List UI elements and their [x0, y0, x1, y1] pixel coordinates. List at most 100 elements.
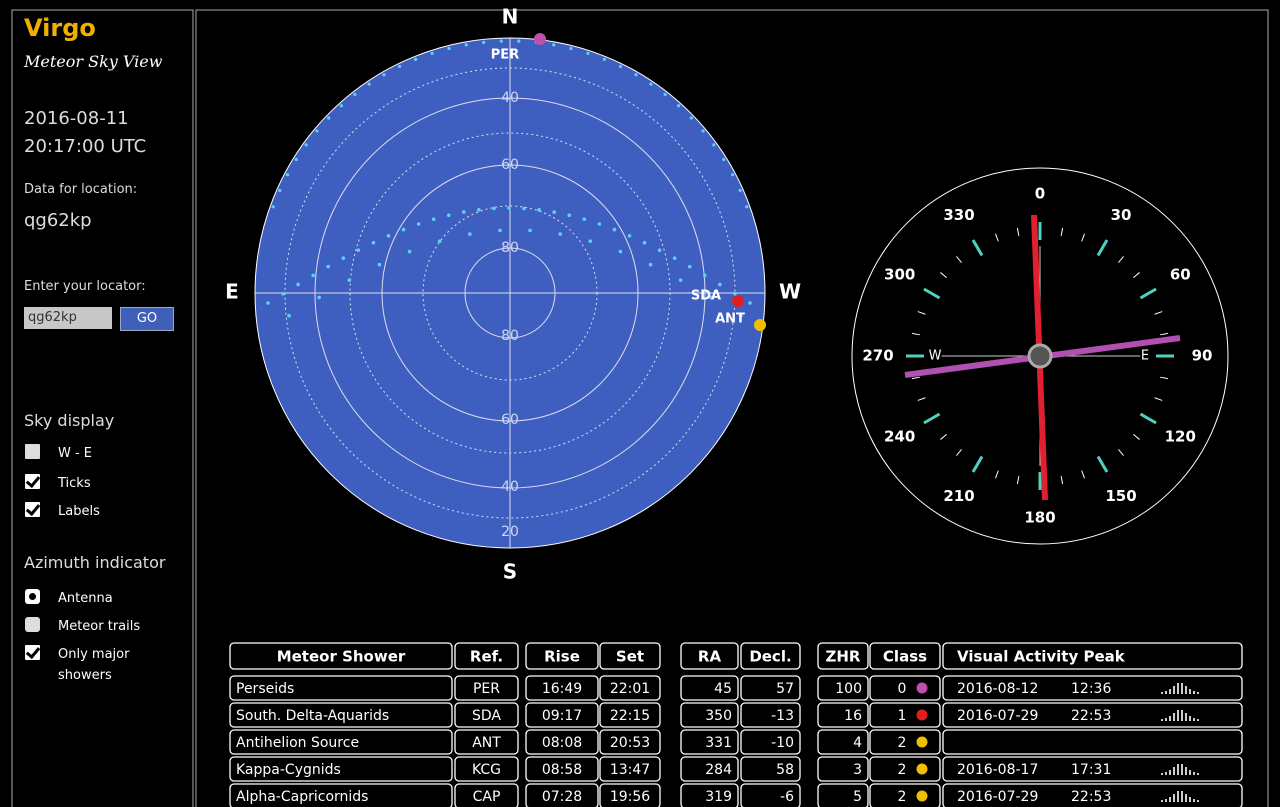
- table-cell: [680, 729, 739, 755]
- table-cell: [454, 729, 519, 755]
- table-cell: [454, 783, 519, 807]
- table-header: Visual Activity Peak: [957, 648, 1126, 666]
- altitude-label: 60: [501, 157, 519, 173]
- rim-dot: [618, 64, 623, 69]
- table-cell: [599, 675, 661, 701]
- shower-label: ANT: [715, 312, 745, 327]
- table-cell: [229, 702, 453, 728]
- checkbox[interactable]: [25, 500, 41, 517]
- table-cell: [525, 642, 599, 670]
- table-cell: [454, 756, 519, 782]
- rim-dot: [712, 143, 716, 147]
- table-header: Rise: [544, 648, 580, 666]
- radiant-dot: [266, 301, 270, 305]
- table-cell: [599, 702, 661, 728]
- checkbox[interactable]: [25, 643, 41, 660]
- option-label: Antenna: [58, 591, 113, 606]
- sky-display-heading: Sky display: [24, 411, 115, 430]
- compass-minor-tick: [911, 332, 920, 336]
- activity-bar: [1173, 794, 1175, 802]
- rim-dot: [397, 64, 402, 69]
- bearing-label: 30: [1111, 206, 1132, 224]
- table-cell: [942, 756, 1243, 782]
- compass-minor-tick: [1154, 311, 1163, 315]
- radiant-dot: [537, 208, 541, 212]
- class-dot: [916, 709, 928, 721]
- checkbox[interactable]: [25, 472, 41, 489]
- compass-minor-tick: [940, 272, 947, 278]
- table-cell-text: -13: [771, 708, 794, 724]
- peak-time: 22:53: [1071, 708, 1111, 724]
- compass-minor-tick: [995, 233, 999, 242]
- table-cell: [869, 756, 941, 782]
- radio-button[interactable]: [25, 589, 40, 604]
- radiant-dot: [507, 206, 511, 210]
- table-cell: [680, 675, 739, 701]
- check-mark: [25, 500, 41, 517]
- radiant-dot: [386, 234, 391, 238]
- rim-dot: [722, 157, 726, 162]
- table-cell: [454, 702, 519, 728]
- locator-input[interactable]: qg62kp: [24, 307, 112, 329]
- table-cell-text: 0: [898, 681, 907, 697]
- table-cell: [817, 783, 869, 807]
- go-button[interactable]: GO: [120, 307, 174, 331]
- activity-bar: [1177, 791, 1179, 802]
- activity-bar: [1177, 764, 1179, 775]
- option-label: Ticks: [58, 476, 91, 491]
- activity-bar: [1165, 799, 1167, 802]
- compass-ring: [851, 167, 1229, 545]
- radiant-dot: [498, 228, 502, 233]
- rim-dot: [602, 57, 607, 61]
- rim-dot: [367, 82, 371, 86]
- radio-button[interactable]: [25, 617, 40, 632]
- table-cell-text: 08:08: [542, 735, 582, 751]
- table-cell-text: 2: [898, 789, 907, 805]
- radiant-dot: [446, 213, 451, 218]
- activity-bar: [1181, 683, 1183, 694]
- rim-dot: [327, 116, 331, 120]
- compass-major-tick: [971, 239, 984, 257]
- activity-bar: [1185, 794, 1187, 802]
- table-cell-text: 1: [898, 708, 907, 724]
- rim-dot: [552, 43, 556, 47]
- rim-dot: [315, 129, 319, 133]
- option-label: Labels: [58, 504, 100, 519]
- radiant-dot: [468, 232, 472, 236]
- table-cell: [525, 756, 599, 782]
- table-cell-text: 13:47: [610, 762, 650, 778]
- activity-bar: [1173, 686, 1175, 694]
- bearing-label: 90: [1192, 347, 1213, 365]
- table-cell-text: 16: [844, 708, 862, 724]
- radiant-dot: [416, 222, 421, 226]
- table-header: RA: [698, 648, 722, 666]
- table-cell-text: 20:53: [610, 735, 650, 751]
- activity-bar: [1177, 710, 1179, 721]
- table-cell: [599, 729, 661, 755]
- altitude-label: 80: [501, 240, 519, 256]
- compass-minor-tick: [1133, 434, 1140, 440]
- table-cell: [817, 729, 869, 755]
- checkbox[interactable]: [25, 444, 40, 459]
- altitude-label: 60: [501, 412, 519, 428]
- check-mark: [25, 643, 41, 660]
- compass-minor-tick: [956, 256, 962, 263]
- radiant-dot: [287, 313, 291, 318]
- table-cell-text: -6: [780, 789, 794, 805]
- altitude-label: 40: [501, 479, 519, 495]
- compass-major-tick: [1096, 455, 1109, 473]
- peak-time: 22:53: [1071, 789, 1111, 805]
- radio-dot: [29, 593, 36, 600]
- radiant-dot: [733, 291, 737, 296]
- table-header: Class: [883, 648, 927, 666]
- table-cell-text: ANT: [472, 735, 501, 751]
- table-cell-text: -10: [771, 735, 794, 751]
- altitude-label: 80: [501, 328, 519, 344]
- class-dot: [916, 682, 928, 694]
- class-dot: [916, 736, 928, 748]
- radiant-dot: [582, 217, 587, 222]
- table-cell: [229, 729, 453, 755]
- radiant-dot: [597, 222, 602, 226]
- option-label: Only major showers: [58, 647, 130, 683]
- radiant-dot: [431, 217, 436, 222]
